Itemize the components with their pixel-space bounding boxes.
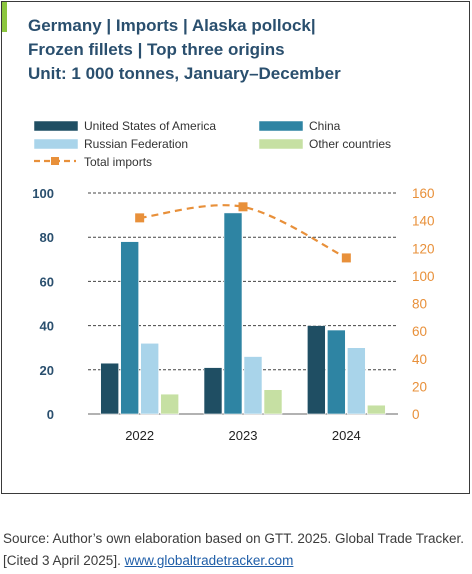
- bar-china-2024: [327, 329, 346, 415]
- x-axis: 2022 2023 2024: [125, 428, 361, 443]
- legend-swatch: [258, 120, 304, 132]
- bar-united-states-of-america-2022: [100, 362, 119, 415]
- bar-russian-federation-2022: [140, 342, 159, 415]
- bar-united-states-of-america-2024: [307, 325, 326, 415]
- y2-tick-label: 0: [412, 407, 420, 422]
- x-tick-label: 2023: [229, 428, 258, 443]
- bar-china-2022: [120, 241, 139, 415]
- y2-tick-label: 160: [412, 186, 435, 201]
- y2-tick-label: 80: [412, 297, 427, 312]
- total-imports-point-2024: [341, 253, 351, 263]
- bar-china-2023: [223, 212, 243, 415]
- total-imports-path: [139, 204, 347, 259]
- y-tick-label: 40: [40, 319, 54, 334]
- bar-other-countries-2023: [263, 389, 283, 415]
- legend-swatch: [33, 138, 79, 150]
- legend-swatch: [33, 120, 79, 132]
- chart-title: Germany | Imports | Alaska pollock| Froz…: [28, 14, 458, 86]
- y-tick-label: 80: [40, 230, 54, 245]
- total-imports-line: [135, 202, 351, 263]
- bar-united-states-of-america-2023: [203, 367, 223, 415]
- legend-label: Other countries: [309, 137, 391, 151]
- y-tick-label: 60: [40, 274, 54, 289]
- bars: [100, 212, 386, 415]
- y-tick-label: 0: [47, 407, 54, 422]
- y2-tick-label: 60: [412, 324, 427, 339]
- source-text: Source: Author’s own elaboration based o…: [3, 531, 465, 568]
- y-tick-label: 100: [32, 186, 54, 201]
- y2-tick-label: 140: [412, 214, 435, 229]
- bar-other-countries-2022: [160, 393, 179, 415]
- title-line-1: Germany | Imports | Alaska pollock|: [28, 16, 316, 35]
- source-link[interactable]: www.globaltradetracker.com: [124, 553, 294, 568]
- source-note: Source: Author’s own elaboration based o…: [3, 528, 469, 572]
- y2-tick-label: 120: [412, 241, 435, 256]
- y2-tick-label: 20: [412, 379, 427, 394]
- y-axis-left: 0 20 40 60 80 100: [32, 186, 54, 422]
- y-tick-label: 20: [40, 363, 54, 378]
- legend-marker: [51, 157, 59, 165]
- y2-tick-label: 40: [412, 352, 427, 367]
- total-imports-point-2022: [135, 213, 145, 223]
- bar-other-countries-2024: [367, 404, 386, 415]
- legend-swatch: [258, 138, 304, 150]
- legend-label: Total imports: [84, 155, 152, 169]
- total-imports-point-2023: [238, 202, 248, 212]
- y2-tick-label: 100: [412, 269, 435, 284]
- x-tick-label: 2024: [332, 428, 361, 443]
- legend-label: Russian Federation: [84, 137, 188, 151]
- bar-russian-federation-2023: [243, 356, 263, 415]
- title-line-2: Frozen fillets | Top three origins: [28, 40, 285, 59]
- x-tick-label: 2022: [125, 428, 154, 443]
- legend-label: China: [309, 119, 341, 133]
- grid: [88, 192, 398, 415]
- accent-bar: [2, 2, 7, 32]
- title-line-3: Unit: 1 000 tonnes, January–December: [28, 64, 341, 83]
- bar-russian-federation-2024: [347, 347, 366, 415]
- legend-label: United States of America: [84, 119, 216, 133]
- y-axis-right: 0 20 40 60 80 100 120 140 160: [412, 186, 435, 422]
- legend: United States of America China Russian Fed…: [33, 119, 391, 169]
